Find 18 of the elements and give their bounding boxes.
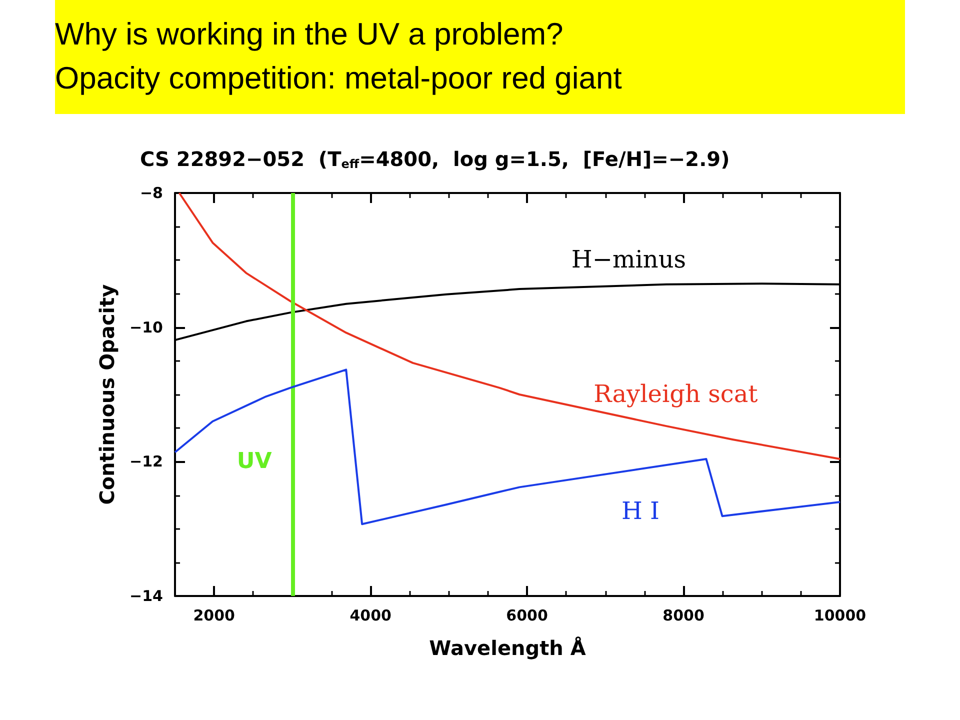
x-axis-title: Wavelength Å (429, 636, 586, 660)
x-tick-label: 8000 (662, 606, 704, 624)
y-tick-label: −14 (130, 587, 163, 605)
x-tick-label: 4000 (350, 606, 392, 624)
x-tick-label: 6000 (506, 606, 548, 624)
ref-line-label: UV (236, 449, 272, 474)
series-label: Rayleigh scat (594, 380, 758, 408)
y-tick-label: −8 (140, 184, 163, 202)
series-label: H I (621, 496, 660, 525)
line-series (174, 368, 841, 526)
series-label: H−minus (571, 246, 686, 274)
x-tick-label: 2000 (193, 606, 235, 624)
x-tick-label: 10000 (814, 606, 866, 624)
y-tick-label: −10 (130, 318, 163, 336)
y-axis-title: Continuous Opacity (95, 284, 119, 505)
chart-subtitle: CS 22892−052 (Teff=4800, log g=1.5, [Fe/H]=−2.9) (140, 147, 730, 171)
chart-title: Why is working in the UV a problem? Opacity competition: metal-poor red giant (55, 16, 622, 96)
y-tick-label: −12 (130, 452, 163, 471)
